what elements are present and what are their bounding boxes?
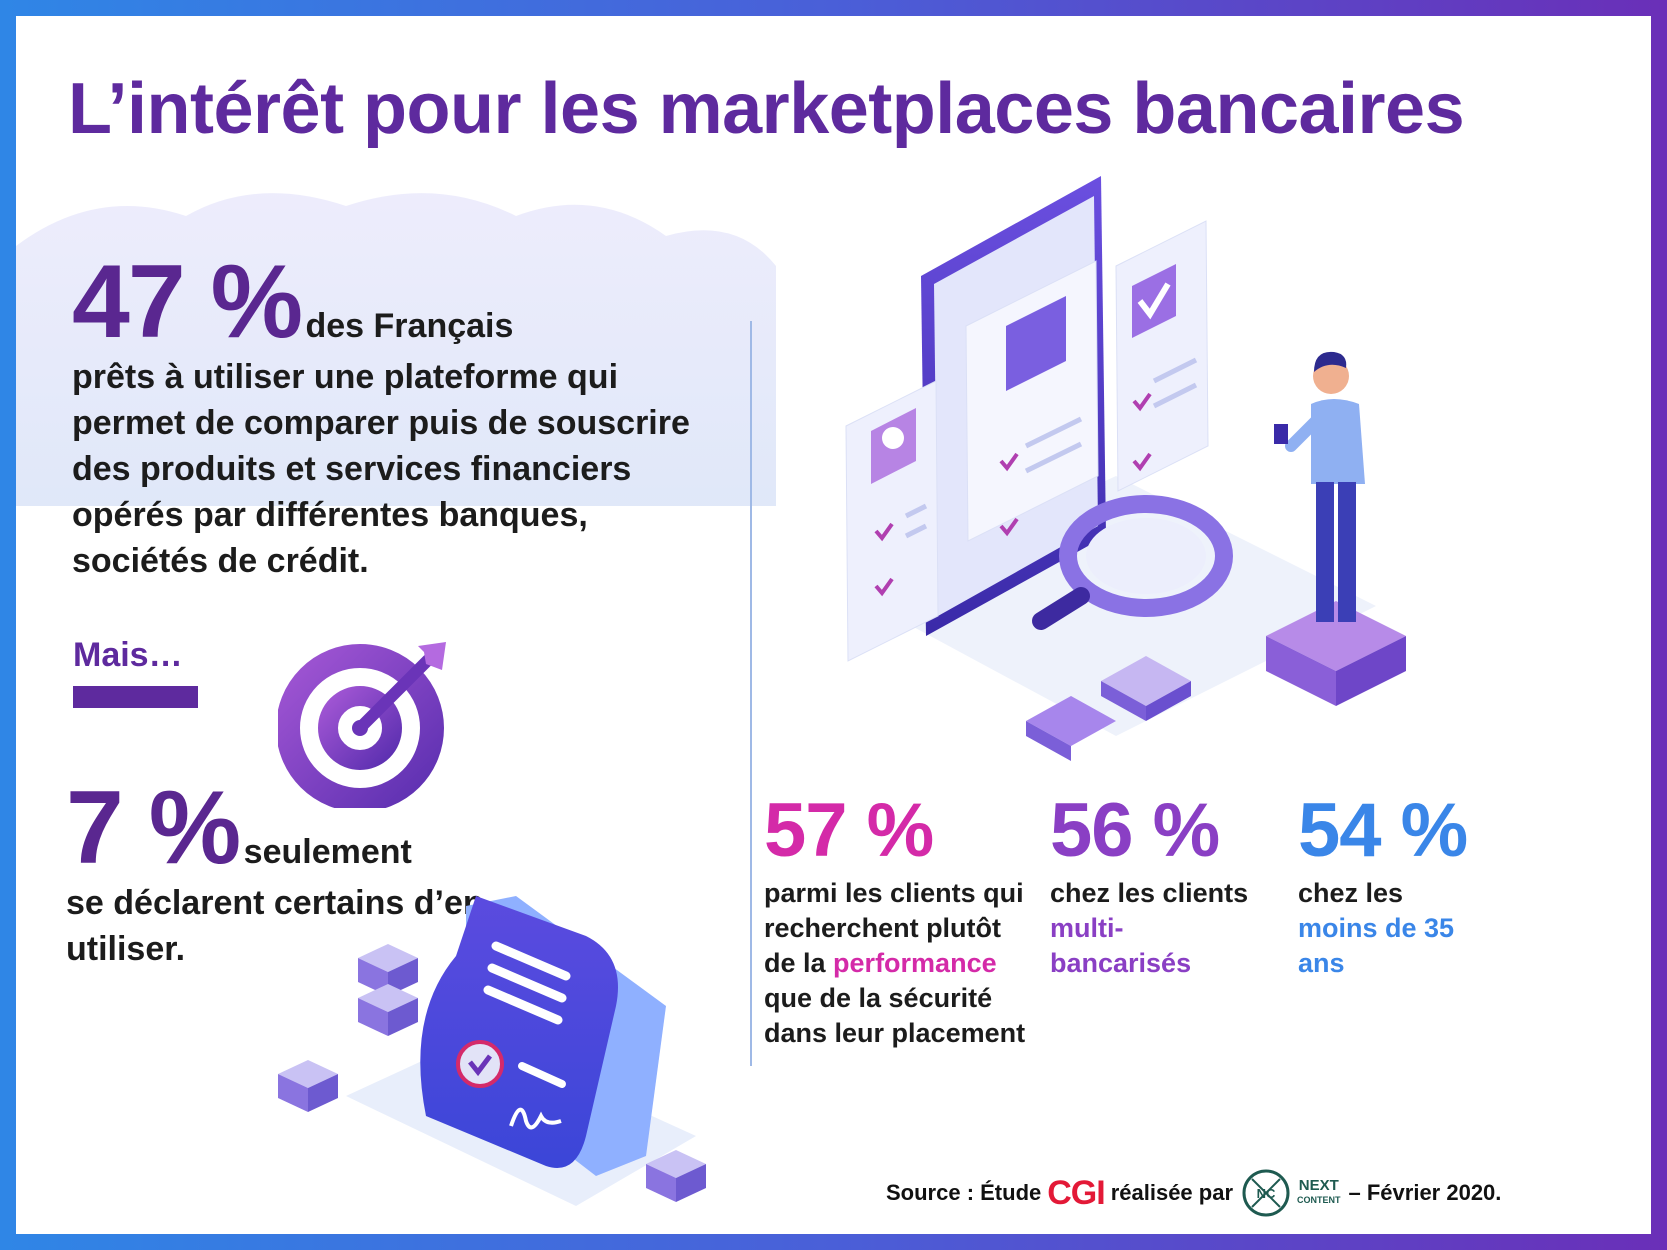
kpi-multibank-highlight: multi-bancarisés (1050, 913, 1192, 978)
kpi-young-highlight: moins de 35 ans (1298, 913, 1455, 978)
kpi-young-value: 54 % (1298, 788, 1468, 873)
kpi-performance-pre: parmi les clients qui recherchent plutôt… (764, 878, 1024, 978)
main-statistic: 47 % des Français prêts à utiliser une p… (72, 250, 712, 584)
next-content-monogram: NC (1257, 1186, 1276, 1201)
infographic-card: L’intérêt pour les marketplaces bancaire… (16, 16, 1651, 1234)
page-title: L’intérêt pour les marketplaces bancaire… (68, 69, 1465, 149)
target-icon (278, 642, 446, 808)
second-stat-lead: seulement (243, 833, 412, 871)
second-statistic: 7 % seulement se déclarent certains d’en… (66, 776, 486, 972)
source-suffix: – Février 2020. (1348, 1180, 1502, 1205)
source-line: Source : Étude CGI réalisée par NC NEXT C… (886, 1168, 1501, 1218)
next-content-name: NEXT (1298, 1177, 1339, 1194)
main-stat-lead: des Français (305, 307, 514, 345)
second-stat-value: 7 % (66, 770, 241, 886)
main-stat-value: 47 % (72, 244, 303, 360)
source-prefix: Source : Étude (886, 1180, 1042, 1205)
kpi-multibank: 56 % chez les clients multi-bancarisés (1050, 788, 1260, 981)
kpi-performance-post: que de la sécurité dans leur placement (764, 983, 1026, 1048)
next-content-wordmark: NEXT CONTENT (1297, 1177, 1341, 1207)
kpi-performance-text: parmi les clients qui recherchent plutôt… (764, 876, 1034, 1051)
kpi-young: 54 % chez les moins de 35 ans (1298, 788, 1488, 981)
vertical-divider (750, 321, 752, 1066)
phone-checklist-with-person-icon (845, 176, 1406, 761)
kpi-multibank-value: 56 % (1050, 788, 1220, 873)
second-stat-text: se déclarent certains d’en utiliser. (66, 884, 484, 968)
cube-icon (358, 944, 418, 996)
next-content-sub: CONTENT (1297, 1195, 1341, 1205)
kpi-performance: 57 % parmi les clients qui recherchent p… (764, 788, 1034, 1051)
cloud-background (16, 193, 776, 506)
mais-label: Mais… (73, 636, 183, 674)
mais-underline (73, 686, 198, 708)
kpi-young-pre: chez les (1298, 878, 1404, 908)
kpi-multibank-pre: chez les clients (1050, 878, 1249, 908)
source-middle: réalisée par (1110, 1180, 1234, 1205)
next-content-logo-icon: NC (1242, 1169, 1290, 1217)
kpi-young-text: chez les moins de 35 ans (1298, 876, 1488, 981)
kpi-performance-highlight: performance (833, 948, 997, 978)
cgi-logo: CGI (1047, 1173, 1105, 1212)
kpi-performance-value: 57 % (764, 788, 934, 873)
laptop-signed-document-icon (278, 896, 706, 1206)
kpi-multibank-text: chez les clients multi-bancarisés (1050, 876, 1260, 981)
main-stat-text: prêts à utiliser une plateforme qui perm… (72, 358, 690, 580)
